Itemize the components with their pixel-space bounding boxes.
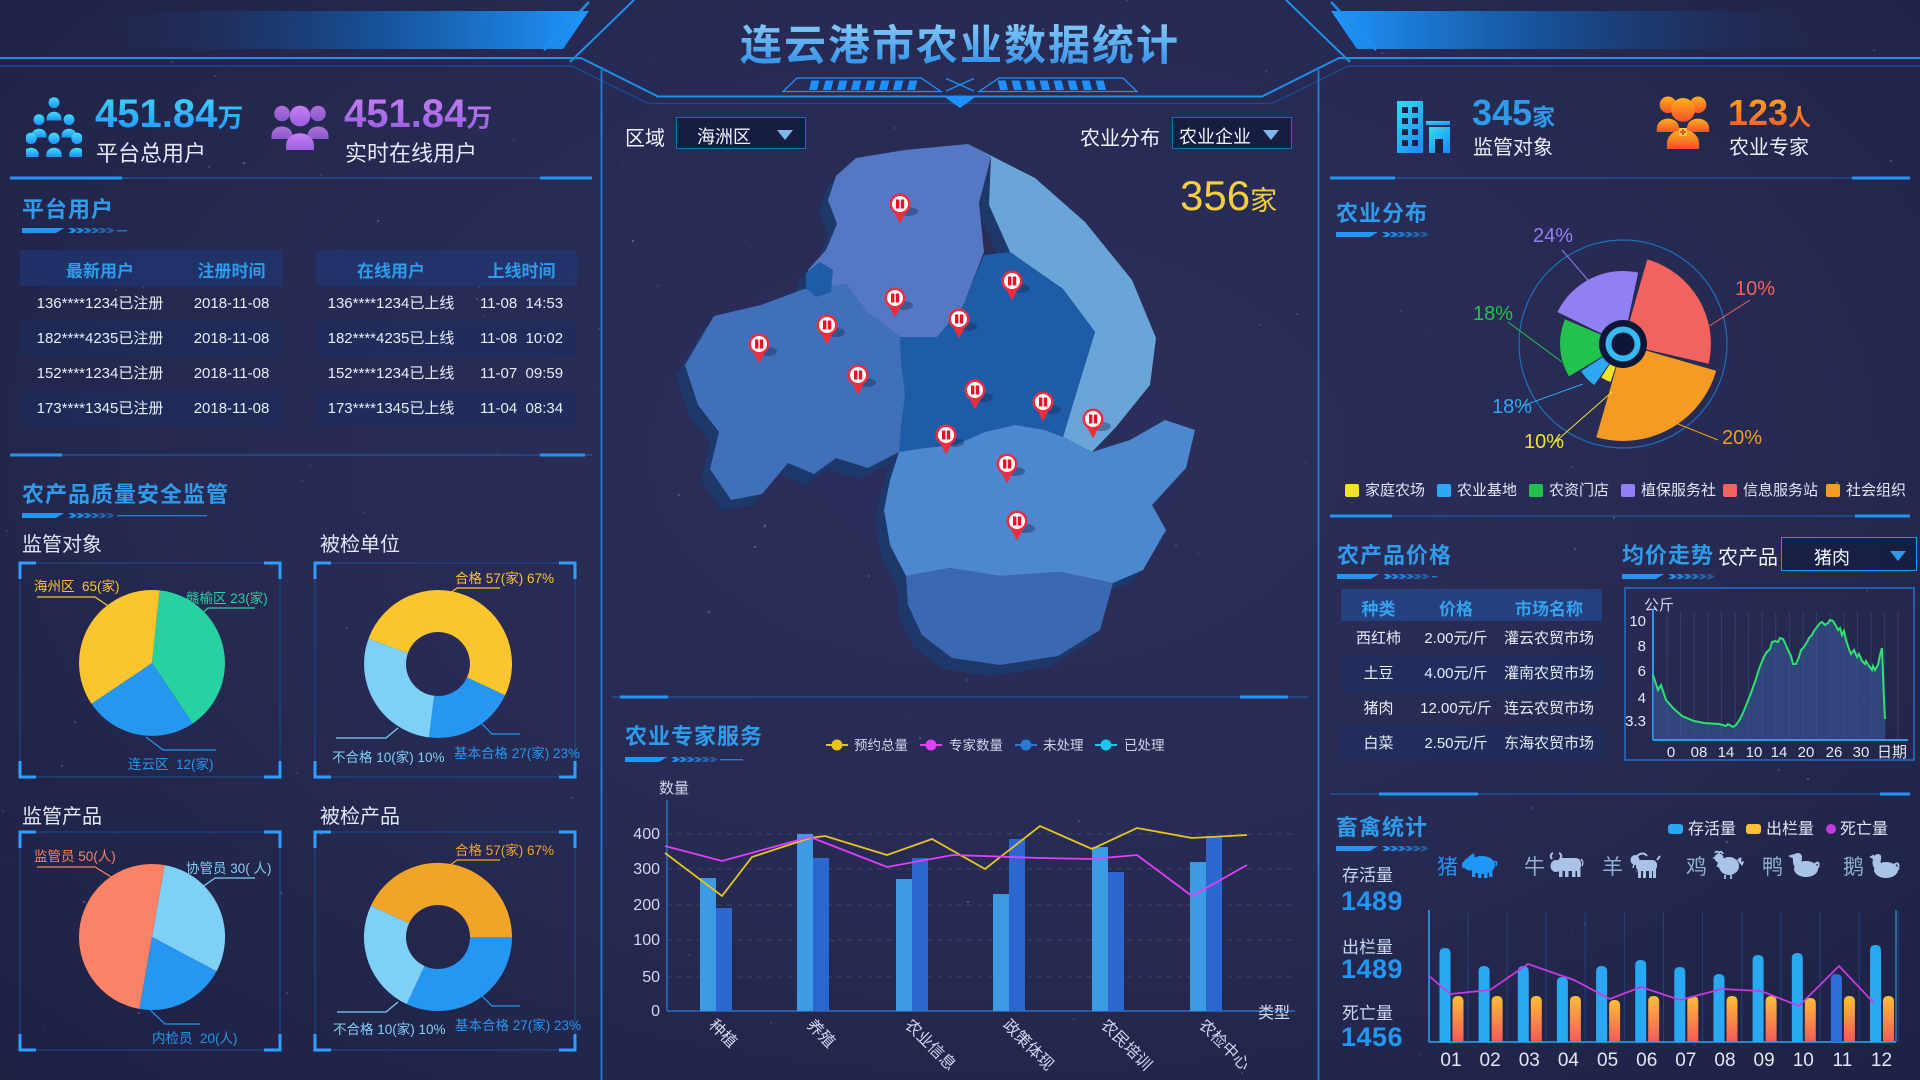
svg-text:连云区 12(家): 连云区 12(家) xyxy=(128,756,214,772)
svg-text:0: 0 xyxy=(1667,744,1675,761)
svg-text:01: 01 xyxy=(1440,1050,1461,1071)
svg-text:鸡: 鸡 xyxy=(1686,856,1707,879)
svg-text:10: 10 xyxy=(1629,613,1646,630)
svg-text:10: 10 xyxy=(1746,744,1763,761)
svg-text:协管员 30( 人): 协管员 30( 人) xyxy=(186,861,272,876)
svg-text:11: 11 xyxy=(1833,1050,1853,1071)
svg-text:14: 14 xyxy=(1718,744,1735,761)
svg-text:农资门店: 农资门店 xyxy=(1549,482,1609,499)
svg-text:08: 08 xyxy=(1714,1050,1735,1071)
svg-text:200: 200 xyxy=(633,897,660,914)
svg-text:类型: 类型 xyxy=(1258,1004,1290,1022)
svg-text:基本合格 27(家) 23%: 基本合格 27(家) 23% xyxy=(455,1017,581,1033)
svg-text:养殖: 养殖 xyxy=(803,1016,838,1051)
svg-text:400: 400 xyxy=(633,826,660,843)
svg-text:6: 6 xyxy=(1638,663,1646,680)
svg-text:信息服务站: 信息服务站 xyxy=(1743,482,1818,499)
svg-text:数量: 数量 xyxy=(659,780,689,797)
svg-text:12: 12 xyxy=(1871,1050,1892,1071)
svg-text:海州区 65(家): 海州区 65(家) xyxy=(34,578,120,594)
svg-text:社会组织: 社会组织 xyxy=(1846,482,1906,499)
svg-text:公斤: 公斤 xyxy=(1644,597,1674,614)
svg-text:家庭农场: 家庭农场 xyxy=(1365,482,1425,499)
svg-text:基本合格 27(家) 23%: 基本合格 27(家) 23% xyxy=(454,745,580,761)
svg-text:猪: 猪 xyxy=(1437,856,1458,879)
svg-text:0: 0 xyxy=(651,1003,660,1020)
svg-text:农业基地: 农业基地 xyxy=(1457,482,1517,499)
svg-text:牛: 牛 xyxy=(1524,856,1545,879)
svg-text:政策体现: 政策体现 xyxy=(999,1016,1057,1074)
svg-text:日期: 日期 xyxy=(1877,744,1907,761)
svg-text:出栏量: 出栏量 xyxy=(1766,820,1814,838)
svg-text:鹅: 鹅 xyxy=(1843,856,1864,879)
svg-text:农业信息: 农业信息 xyxy=(901,1016,959,1074)
svg-text:监管员 50(人): 监管员 50(人) xyxy=(34,849,116,864)
svg-text:种植: 种植 xyxy=(705,1016,740,1051)
svg-text:02: 02 xyxy=(1480,1050,1501,1071)
svg-text:26: 26 xyxy=(1826,744,1843,761)
svg-text:赣榆区 23(家): 赣榆区 23(家) xyxy=(186,590,268,606)
svg-text:10%: 10% xyxy=(1524,431,1564,453)
svg-text:农检中心: 农检中心 xyxy=(1195,1016,1253,1074)
svg-text:10%: 10% xyxy=(1735,278,1775,300)
svg-text:08: 08 xyxy=(1691,744,1708,761)
svg-text:预约总量: 预约总量 xyxy=(854,738,908,753)
svg-text:50: 50 xyxy=(642,969,660,986)
svg-text:18%: 18% xyxy=(1473,303,1513,325)
svg-text:09: 09 xyxy=(1754,1050,1775,1071)
svg-text:03: 03 xyxy=(1519,1050,1540,1071)
svg-text:4: 4 xyxy=(1638,690,1646,707)
svg-text:05: 05 xyxy=(1597,1050,1618,1071)
svg-text:30: 30 xyxy=(1853,744,1870,761)
svg-text:06: 06 xyxy=(1636,1050,1657,1071)
svg-text:已处理: 已处理 xyxy=(1124,738,1165,753)
svg-text:未处理: 未处理 xyxy=(1043,738,1084,753)
svg-text:羊: 羊 xyxy=(1602,856,1623,879)
svg-text:300: 300 xyxy=(633,861,660,878)
svg-text:农民培训: 农民培训 xyxy=(1097,1016,1155,1074)
svg-text:18%: 18% xyxy=(1492,396,1532,418)
svg-text:存活量: 存活量 xyxy=(1688,820,1736,838)
svg-text:鸭: 鸭 xyxy=(1762,856,1783,879)
svg-text:10: 10 xyxy=(1793,1050,1814,1071)
svg-text:20%: 20% xyxy=(1722,427,1762,449)
svg-text:20: 20 xyxy=(1798,744,1815,761)
svg-text:专家数量: 专家数量 xyxy=(949,737,1003,753)
svg-text:合格 57(家) 67%: 合格 57(家) 67% xyxy=(455,842,554,858)
svg-text:14: 14 xyxy=(1771,744,1788,761)
svg-text:合格 57(家) 67%: 合格 57(家) 67% xyxy=(455,570,554,586)
svg-text:3.3: 3.3 xyxy=(1625,713,1646,730)
svg-text:不合格 10(家) 10%: 不合格 10(家) 10% xyxy=(332,749,445,765)
svg-text:24%: 24% xyxy=(1533,225,1573,247)
svg-text:07: 07 xyxy=(1675,1050,1696,1071)
svg-text:04: 04 xyxy=(1558,1050,1580,1071)
svg-text:死亡量: 死亡量 xyxy=(1840,820,1888,838)
svg-text:植保服务社: 植保服务社 xyxy=(1641,482,1716,499)
svg-text:不合格 10(家) 10%: 不合格 10(家) 10% xyxy=(333,1021,446,1037)
svg-text:内检员 20(人): 内检员 20(人) xyxy=(152,1031,238,1046)
svg-text:100: 100 xyxy=(633,932,660,949)
svg-text:8: 8 xyxy=(1638,638,1646,655)
